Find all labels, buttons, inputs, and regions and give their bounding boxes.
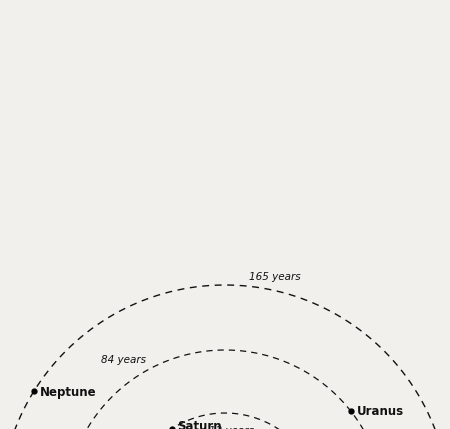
Text: 165 years: 165 years (248, 272, 300, 282)
Text: Uranus: Uranus (357, 405, 404, 418)
Text: 12 years: 12 years (209, 426, 254, 429)
Text: Saturn: Saturn (177, 420, 222, 429)
Text: 84 years: 84 years (101, 355, 146, 365)
Text: Neptune: Neptune (40, 386, 97, 399)
